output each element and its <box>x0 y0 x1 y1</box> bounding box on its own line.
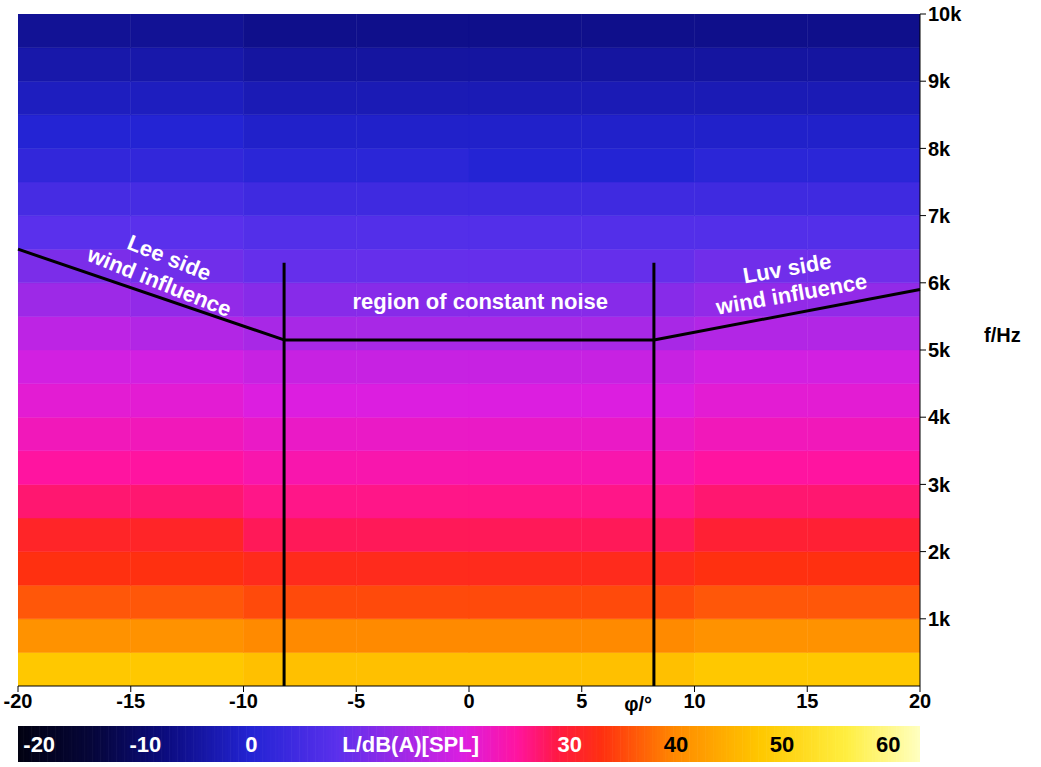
html-text:f/Hz: f/Hz <box>984 324 1021 347</box>
svg-text:15: 15 <box>796 690 818 712</box>
svg-text:-10: -10 <box>129 732 161 757</box>
svg-text:30: 30 <box>558 732 582 757</box>
svg-text:60: 60 <box>876 732 900 757</box>
svg-text:1k: 1k <box>928 608 951 630</box>
svg-text:-5: -5 <box>347 690 365 712</box>
svg-text:4k: 4k <box>928 406 951 428</box>
svg-text:-10: -10 <box>229 690 258 712</box>
svg-text:7k: 7k <box>928 205 951 227</box>
svg-text:9k: 9k <box>928 70 951 92</box>
svg-text:Lee sidewind influence: Lee sidewind influence <box>83 217 245 322</box>
svg-text:0: 0 <box>463 690 474 712</box>
svg-text:10k: 10k <box>928 3 962 25</box>
svg-text:-20: -20 <box>23 732 55 757</box>
html-text:φ/°: φ/° <box>624 693 653 715</box>
svg-text:3k: 3k <box>928 474 951 496</box>
svg-text:-20: -20 <box>4 690 33 712</box>
svg-text:L/dB(A)[SPL]: L/dB(A)[SPL] <box>342 732 479 757</box>
svg-text:50: 50 <box>770 732 794 757</box>
svg-text:-15: -15 <box>116 690 145 712</box>
svg-text:0: 0 <box>245 732 257 757</box>
svg-text:8k: 8k <box>928 138 951 160</box>
svg-text:region of constant noise: region of constant noise <box>353 289 608 314</box>
svg-text:5: 5 <box>576 690 587 712</box>
svg-text:6k: 6k <box>928 272 951 294</box>
svg-text:10: 10 <box>683 690 705 712</box>
svg-text:2k: 2k <box>928 541 951 563</box>
svg-text:Luv sidewind influence: Luv sidewind influence <box>709 243 869 320</box>
svg-text:40: 40 <box>664 732 688 757</box>
svg-text:5k: 5k <box>928 339 951 361</box>
svg-text:20: 20 <box>909 690 931 712</box>
